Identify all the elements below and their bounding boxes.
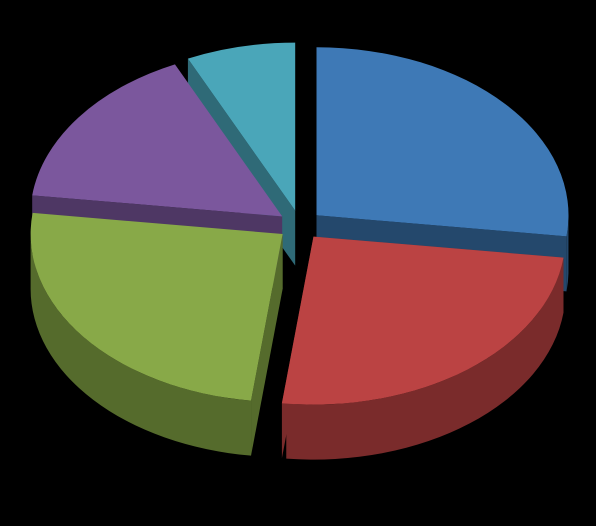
pie-slice-top — [317, 47, 569, 236]
pie-chart-3d — [0, 0, 596, 526]
